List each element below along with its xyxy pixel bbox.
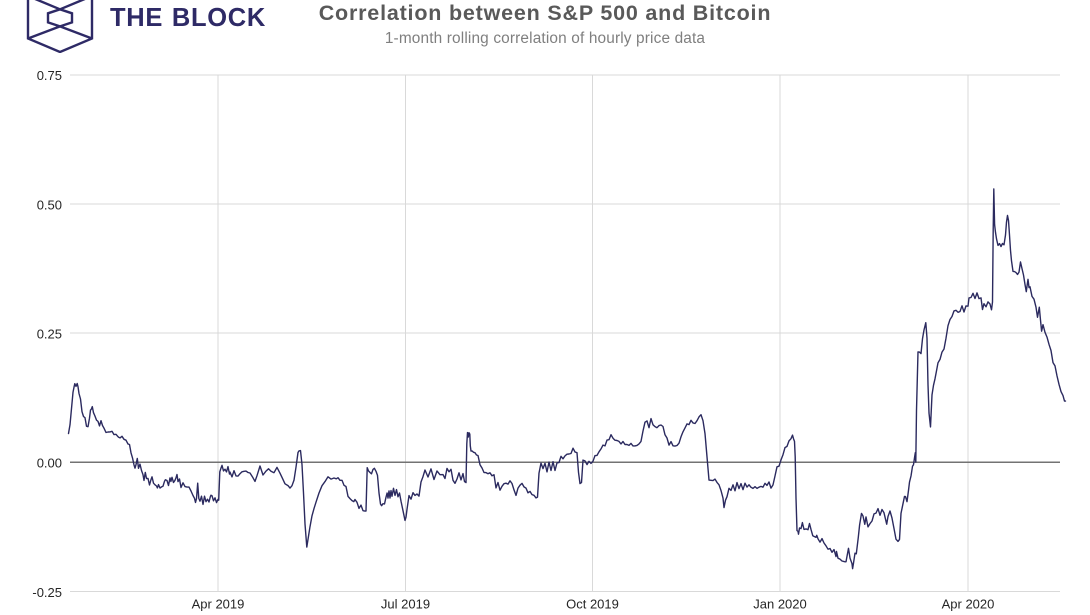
svg-text:Oct 2019: Oct 2019 [566, 597, 619, 612]
svg-text:0.00: 0.00 [37, 455, 62, 470]
svg-text:-0.25: -0.25 [32, 585, 62, 600]
svg-text:Jan 2020: Jan 2020 [753, 597, 807, 612]
svg-text:0.75: 0.75 [37, 68, 62, 83]
svg-text:0.25: 0.25 [37, 326, 62, 341]
svg-text:Apr 2020: Apr 2020 [942, 597, 995, 612]
svg-text:0.50: 0.50 [37, 197, 62, 212]
svg-text:Apr 2019: Apr 2019 [192, 597, 245, 612]
svg-text:Jul 2019: Jul 2019 [381, 597, 430, 612]
